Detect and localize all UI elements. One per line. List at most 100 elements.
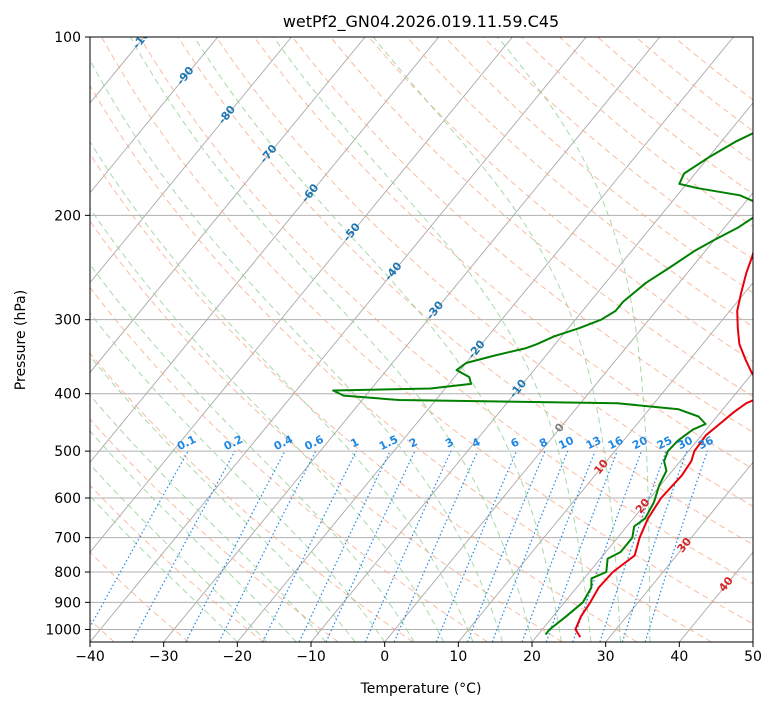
dry-adiabat-line xyxy=(253,37,753,470)
moist-adiabat-line xyxy=(372,37,621,642)
moist-adiabat-line xyxy=(193,37,562,642)
dry-adiabat-line xyxy=(292,37,753,433)
moist-adiabat-line xyxy=(90,355,356,642)
mixing-ratio-line xyxy=(90,450,189,629)
y-tick-label: 400 xyxy=(54,387,81,403)
isotherm-line xyxy=(752,641,753,642)
mixing-ratio-label: 4 xyxy=(470,435,483,450)
mixing-ratio-label: 0.6 xyxy=(303,433,327,453)
dry-adiabat-line xyxy=(444,37,753,294)
y-axis-label: Pressure (hPa) xyxy=(13,290,29,390)
isotherm-line xyxy=(531,371,753,642)
temperature-profile-line xyxy=(574,250,753,638)
moist-adiabat-line xyxy=(90,463,268,642)
mixing-ratio-label: 10 xyxy=(557,434,577,453)
mixing-ratio-label: 30 xyxy=(675,434,695,453)
y-tick-label: 1000 xyxy=(45,622,81,638)
mixing-ratio-line xyxy=(218,450,317,642)
dry-adiabat-line xyxy=(90,418,339,642)
dry-adiabat-line xyxy=(559,37,753,195)
y-tick-label: 800 xyxy=(54,565,81,581)
y-tick-label: 200 xyxy=(54,208,81,224)
isotherm-line xyxy=(90,37,219,194)
isotherm-line xyxy=(605,461,753,642)
y-tick-label: 100 xyxy=(54,30,81,46)
isotherm-line xyxy=(90,37,513,553)
mixing-ratio-label: 20 xyxy=(630,434,650,453)
mixing-ratio-line xyxy=(262,450,357,642)
mixing-ratio-label: 25 xyxy=(655,434,674,452)
mixing-ratio-line xyxy=(599,450,667,642)
dry-adiabat-line xyxy=(90,220,563,642)
mixing-ratio-line xyxy=(644,450,708,642)
mixing-ratio-label: 1.5 xyxy=(377,433,400,453)
dry-adiabat-line xyxy=(90,352,414,642)
x-axis-label: Temperature (°C) xyxy=(360,681,482,697)
isotherm-line xyxy=(310,102,753,642)
dry-adiabat-line xyxy=(90,551,190,642)
isotherm-line xyxy=(678,551,753,642)
dry-adiabat-line xyxy=(90,286,488,642)
dry-adiabat-line xyxy=(635,37,753,132)
x-tick-label: −20 xyxy=(223,649,253,665)
mixing-ratio-label: 16 xyxy=(606,434,626,453)
moist-adiabat-line xyxy=(90,263,415,642)
dry-adiabat-line xyxy=(673,37,753,101)
mixing-ratio-label: 0.1 xyxy=(175,433,198,453)
moist-adiabat-line xyxy=(497,37,651,642)
isotherm-line xyxy=(90,37,366,374)
isotherm-line xyxy=(90,37,292,284)
mixing-ratio-label: 36 xyxy=(696,434,716,453)
y-tick-label: 900 xyxy=(54,595,81,611)
isotherm-line xyxy=(236,37,734,642)
mixing-ratio-label: 0.2 xyxy=(222,433,245,453)
dry-adiabat-line xyxy=(90,84,712,642)
isotherm-line xyxy=(90,37,440,464)
mixing-ratio-line xyxy=(466,450,546,642)
x-tick-label: −10 xyxy=(296,649,326,665)
moist-adiabat-line xyxy=(90,207,445,642)
mixing-ratio-line xyxy=(521,450,596,642)
mixing-ratio-line xyxy=(435,450,518,642)
mixing-ratio-label: 0.4 xyxy=(272,433,296,453)
x-tick-label: −30 xyxy=(149,649,179,665)
y-tick-label: 600 xyxy=(54,491,81,507)
moist-adiabat-line xyxy=(90,430,297,642)
isotherm-line xyxy=(163,37,661,642)
plot-frame xyxy=(89,36,754,643)
moist-adiabat-line xyxy=(90,140,474,642)
mixing-ratio-line xyxy=(393,450,479,642)
moist-adiabat-line xyxy=(90,59,503,642)
x-tick-label: 30 xyxy=(597,649,615,665)
mixing-ratio-label: 13 xyxy=(584,434,603,452)
mixing-ratio-line xyxy=(545,450,618,642)
mixing-ratio-line xyxy=(364,450,452,642)
dry-adiabat-line xyxy=(177,37,753,546)
x-tick-label: 20 xyxy=(523,649,541,665)
x-tick-label: −40 xyxy=(75,649,105,665)
x-tick-label: 10 xyxy=(449,649,467,665)
isotherm-line xyxy=(90,37,587,642)
mixing-ratio-line xyxy=(298,450,391,642)
y-tick-label: 700 xyxy=(54,531,81,547)
moist-adiabat-line xyxy=(129,37,533,642)
dewpoint-profile-line xyxy=(332,132,753,636)
mixing-ratio-line xyxy=(491,450,569,642)
moist-adiabat-line xyxy=(273,37,592,642)
isotherm-line xyxy=(457,281,753,642)
isotherm-line xyxy=(384,192,753,642)
x-tick-label: 0 xyxy=(380,649,389,665)
mixing-ratio-line xyxy=(131,450,236,642)
isotherm-line xyxy=(0,37,70,642)
x-tick-label: 40 xyxy=(670,649,688,665)
mixing-ratio-label: 3 xyxy=(443,435,456,450)
x-tick-label: 50 xyxy=(744,649,762,665)
dry-adiabat-line xyxy=(90,484,264,642)
chart-title: wetPf2_GN04.2026.019.11.59.C45 xyxy=(283,12,559,32)
dry-adiabat-line xyxy=(215,37,753,507)
dry-adiabat-line xyxy=(90,153,638,642)
y-tick-label: 500 xyxy=(54,444,81,460)
moist-adiabat-line xyxy=(90,495,238,642)
mixing-ratio-label: 6 xyxy=(509,435,522,450)
moist-adiabat-line xyxy=(90,312,386,642)
